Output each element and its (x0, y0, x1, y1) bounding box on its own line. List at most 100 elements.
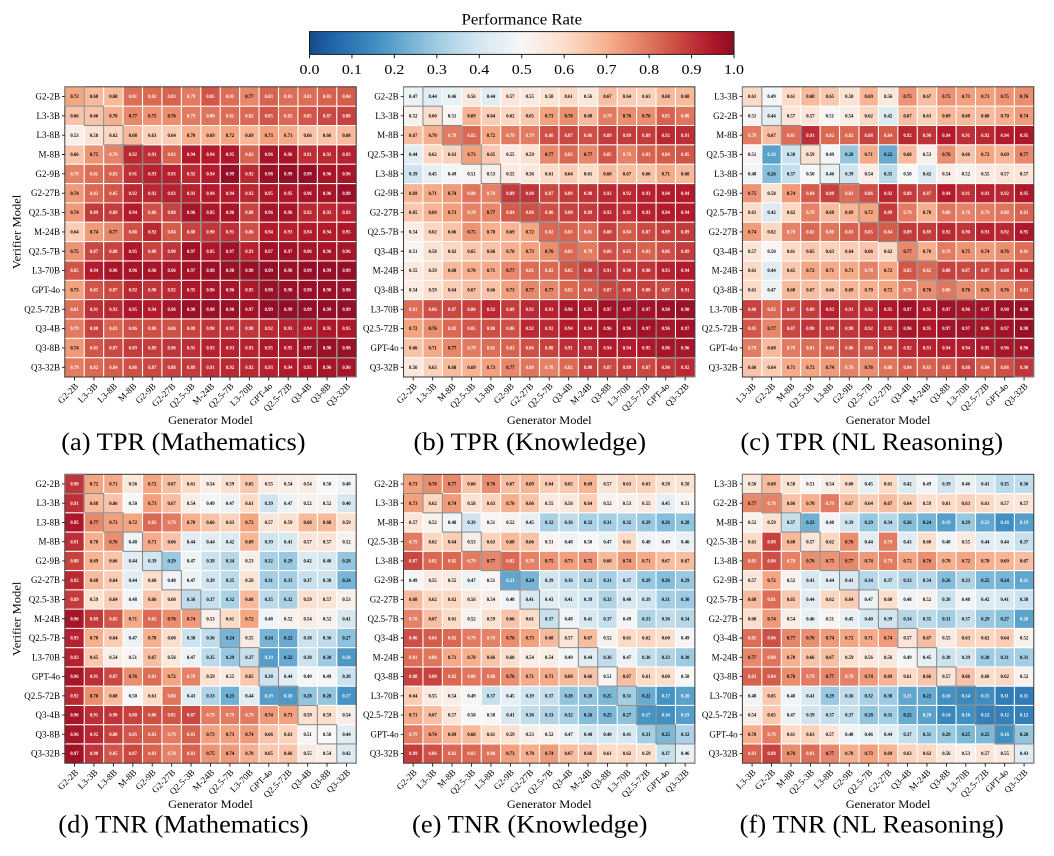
svg-text:0.84: 0.84 (342, 95, 351, 100)
svg-text:0.63: 0.63 (903, 752, 912, 757)
svg-text:0.81: 0.81 (70, 308, 79, 313)
svg-text:0.69: 0.69 (409, 192, 418, 197)
svg-text:0.68: 0.68 (981, 114, 990, 119)
svg-text:Q3-4B: Q3-4B (713, 246, 738, 256)
svg-text:Q3-8B: Q3-8B (36, 343, 61, 353)
svg-text:0.98: 0.98 (265, 172, 274, 177)
svg-text:0.69: 0.69 (90, 560, 99, 565)
svg-text:M-24B: M-24B (373, 266, 399, 276)
svg-text:0.28: 0.28 (323, 694, 332, 699)
svg-text:0.77: 0.77 (748, 656, 757, 661)
svg-text:0.60: 0.60 (167, 598, 176, 603)
svg-text:0.83: 0.83 (148, 752, 157, 757)
svg-text:0.49: 0.49 (409, 579, 418, 584)
svg-text:0.96: 0.96 (962, 308, 971, 313)
svg-text:0.92: 0.92 (245, 172, 254, 177)
svg-text:0.54: 0.54 (206, 483, 215, 488)
svg-text:0.48: 0.48 (342, 483, 351, 488)
svg-text:0.73: 0.73 (467, 153, 476, 158)
svg-text:0.79: 0.79 (167, 521, 176, 526)
svg-text:0.61: 0.61 (584, 172, 593, 177)
svg-text:0.96: 0.96 (70, 675, 79, 680)
svg-text:Q3-8B: Q3-8B (713, 285, 738, 295)
svg-text:0.59: 0.59 (806, 153, 815, 158)
svg-text:0.69: 0.69 (526, 483, 535, 488)
svg-text:0.25: 0.25 (603, 714, 612, 719)
svg-text:0.96: 0.96 (167, 308, 176, 313)
svg-text:0.98: 0.98 (342, 289, 351, 294)
svg-text:0.86: 0.86 (845, 347, 854, 352)
svg-text:0.76: 0.76 (487, 483, 496, 488)
svg-text:0.81: 0.81 (487, 347, 496, 352)
svg-text:0.20: 0.20 (767, 153, 776, 158)
svg-text:0.15: 0.15 (981, 694, 990, 699)
svg-text:0.90: 0.90 (245, 327, 254, 332)
svg-text:0.81: 0.81 (409, 656, 418, 661)
svg-text:0.89: 0.89 (681, 231, 690, 236)
svg-text:0.85: 0.85 (109, 617, 118, 622)
svg-text:0.92: 0.92 (526, 327, 535, 332)
svg-text:0.66: 0.66 (487, 656, 496, 661)
svg-text:0.52: 0.52 (545, 733, 554, 738)
svg-text:0.37: 0.37 (662, 752, 671, 757)
svg-text:0.38: 0.38 (187, 637, 196, 642)
svg-text:0.31: 0.31 (923, 733, 932, 738)
svg-text:0.93: 0.93 (642, 192, 651, 197)
svg-text:0.57: 0.57 (806, 114, 815, 119)
svg-text:0.39: 0.39 (884, 617, 893, 622)
svg-text:0.88: 0.88 (748, 308, 757, 313)
svg-text:0.88: 0.88 (942, 269, 951, 274)
svg-text:0.54: 0.54 (187, 502, 196, 507)
svg-text:0.26: 0.26 (903, 521, 912, 526)
svg-text:0.88: 0.88 (826, 192, 835, 197)
svg-text:Q2.5-3B: Q2.5-3B (367, 537, 398, 547)
svg-text:0.89: 0.89 (603, 134, 612, 139)
svg-text:0.63: 0.63 (148, 134, 157, 139)
svg-text:0.38: 0.38 (303, 656, 312, 661)
svg-text:0.77: 0.77 (584, 153, 593, 158)
svg-text:0.67: 0.67 (767, 134, 776, 139)
svg-text:0.54: 0.54 (826, 483, 835, 488)
svg-text:0.20: 0.20 (681, 694, 690, 699)
svg-text:0.53: 0.53 (962, 752, 971, 757)
svg-text:0.49: 0.49 (767, 95, 776, 100)
svg-text:0.52: 0.52 (748, 521, 757, 526)
svg-text:Verifier Model: Verifier Model (10, 195, 23, 269)
svg-text:0.70: 0.70 (787, 656, 796, 661)
svg-text:0.64: 0.64 (487, 114, 496, 119)
svg-text:0.64: 0.64 (767, 366, 776, 371)
svg-text:0.62: 0.62 (428, 502, 437, 507)
svg-text:0.83: 0.83 (245, 153, 254, 158)
svg-text:0.42: 0.42 (903, 483, 912, 488)
svg-text:0.67: 0.67 (903, 114, 912, 119)
svg-text:0.97: 0.97 (265, 250, 274, 255)
svg-text:0.78: 0.78 (167, 752, 176, 757)
svg-text:0.49: 0.49 (303, 675, 312, 680)
svg-text:0.88: 0.88 (623, 289, 632, 294)
svg-text:0.51: 0.51 (681, 502, 690, 507)
svg-text:0.44: 0.44 (129, 560, 138, 565)
svg-text:0.77: 0.77 (506, 366, 515, 371)
svg-text:0.82: 0.82 (923, 269, 932, 274)
svg-text:0.76: 0.76 (167, 114, 176, 119)
svg-text:0.83: 0.83 (323, 95, 332, 100)
svg-text:0.46: 0.46 (806, 617, 815, 622)
svg-text:0.81: 0.81 (748, 637, 757, 642)
svg-text:0.67: 0.67 (467, 289, 476, 294)
svg-text:0.45: 0.45 (526, 521, 535, 526)
svg-text:0.77: 0.77 (826, 675, 835, 680)
svg-text:0.67: 0.67 (1020, 560, 1029, 565)
svg-text:0.41: 0.41 (584, 617, 593, 622)
svg-text:0.68: 0.68 (662, 95, 671, 100)
svg-text:0.87: 0.87 (129, 752, 138, 757)
svg-text:0.66: 0.66 (962, 153, 971, 158)
svg-text:0.88: 0.88 (70, 560, 79, 565)
svg-text:0.68: 0.68 (245, 598, 254, 603)
svg-text:0.81: 0.81 (767, 598, 776, 603)
svg-text:0.61: 0.61 (526, 617, 535, 622)
svg-text:0.95: 0.95 (265, 192, 274, 197)
svg-text:0.61: 0.61 (942, 502, 951, 507)
svg-text:0.31: 0.31 (603, 579, 612, 584)
svg-text:0.22: 0.22 (284, 656, 293, 661)
svg-text:0.79: 0.79 (748, 134, 757, 139)
